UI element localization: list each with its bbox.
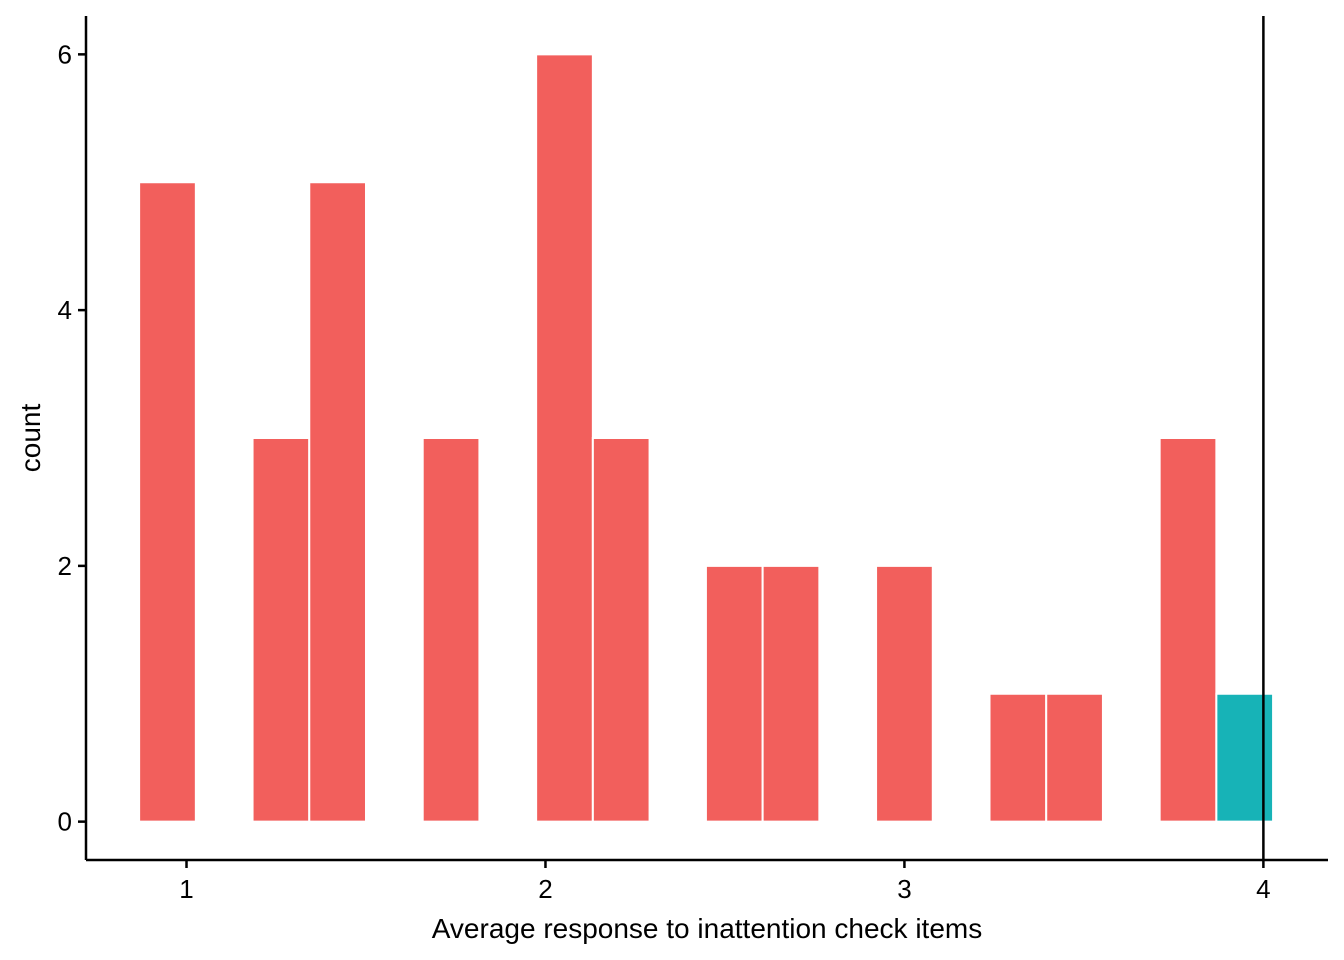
y-axis-title: count (15, 404, 46, 473)
histogram-bar (535, 53, 594, 823)
histogram-bar (988, 692, 1048, 823)
y-tick-label: 0 (58, 807, 72, 837)
histogram-bar (421, 437, 481, 823)
histogram-bar (251, 437, 311, 823)
y-tick-label: 6 (58, 39, 72, 69)
y-tick-label: 4 (58, 295, 72, 325)
histogram-bar (875, 564, 934, 823)
x-tick-label: 1 (179, 874, 193, 904)
x-tick-label: 3 (897, 874, 911, 904)
y-tick-label: 2 (58, 551, 72, 581)
bars-group (138, 16, 1275, 860)
x-tick-label: 2 (538, 874, 552, 904)
histogram-bar (591, 437, 651, 823)
histogram-bar (704, 564, 764, 823)
x-axis-title: Average response to inattention check it… (432, 913, 982, 944)
histogram-bar (1045, 692, 1104, 823)
histogram-bar (1158, 437, 1218, 823)
histogram-bar (138, 181, 197, 823)
histogram-bar (761, 564, 821, 823)
histogram-bar (308, 181, 367, 823)
axes-group: 0 2 4 6 1 2 3 4 (58, 16, 1328, 904)
x-tick-label: 4 (1256, 874, 1270, 904)
